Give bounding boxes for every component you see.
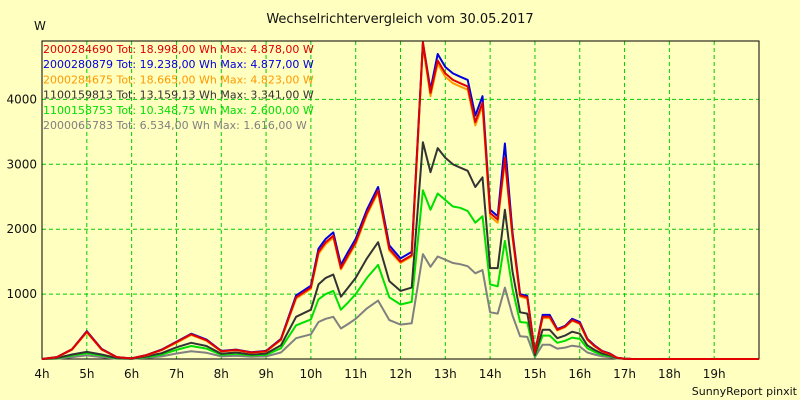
x-tick-label: 14h <box>479 367 502 381</box>
series-lines <box>41 41 759 360</box>
x-tick-label: 7h <box>169 367 184 381</box>
x-tick-label: 15h <box>524 367 547 381</box>
chart-title: Wechselrichtervergleich vom 30.05.2017 <box>266 12 533 27</box>
x-tick-label: 5h <box>79 367 94 381</box>
legend-entry-2000065783: 2000065783 Tot: 6.534,00 Wh Max: 1.616,0… <box>43 119 307 132</box>
x-tick-label: 18h <box>658 367 681 381</box>
x-tick-label: 6h <box>124 367 139 381</box>
x-tick-label: 10h <box>299 367 322 381</box>
legend-entry-1100158753: 1100158753 Tot: 10.348,75 Wh Max: 2.600,… <box>43 104 314 117</box>
x-tick-label: 16h <box>568 367 591 381</box>
y-tick-label: 2000 <box>6 222 37 236</box>
x-tick-label: 19h <box>703 367 726 381</box>
axis-labels: 4h 5h 6h 7h 8h 9h 10h 11h 12h 13h 14h 15h 16h 17h 18h 1… <box>6 92 725 381</box>
plot-border <box>41 40 760 360</box>
x-tick-label: 17h <box>613 367 636 381</box>
legend-entry-2000284690: 2000284690 Tot: 18.998,00 Wh Max: 4.878,… <box>43 43 314 56</box>
x-tick-label: 4h <box>34 367 49 381</box>
x-tick-label: 8h <box>214 367 229 381</box>
legend-entry-2000284675: 2000284675 Tot: 18.665,00 Wh Max: 4.823,… <box>43 73 314 86</box>
x-tick-label: 13h <box>434 367 457 381</box>
y-tick-label: 4000 <box>6 92 37 106</box>
x-tick-label: 12h <box>389 367 412 381</box>
x-tick-label: 11h <box>344 367 367 381</box>
legend: 2000284690 Tot: 18.998,00 Wh Max: 4.878,… <box>43 43 314 132</box>
series-line-2000284690 <box>41 41 759 360</box>
y-axis-unit: W <box>34 19 46 33</box>
y-tick-label: 1000 <box>6 287 37 301</box>
grid <box>42 41 759 359</box>
x-tick-label: 9h <box>258 367 273 381</box>
credit-text: SunnyReport pinxit <box>692 385 798 398</box>
legend-entry-2000280879: 2000280879 Tot: 19.238,00 Wh Max: 4.877,… <box>43 58 314 71</box>
legend-entry-1100159813: 1100159813 Tot: 13.159,13 Wh Max: 3.341,… <box>43 89 314 102</box>
y-tick-label: 3000 <box>6 157 37 171</box>
